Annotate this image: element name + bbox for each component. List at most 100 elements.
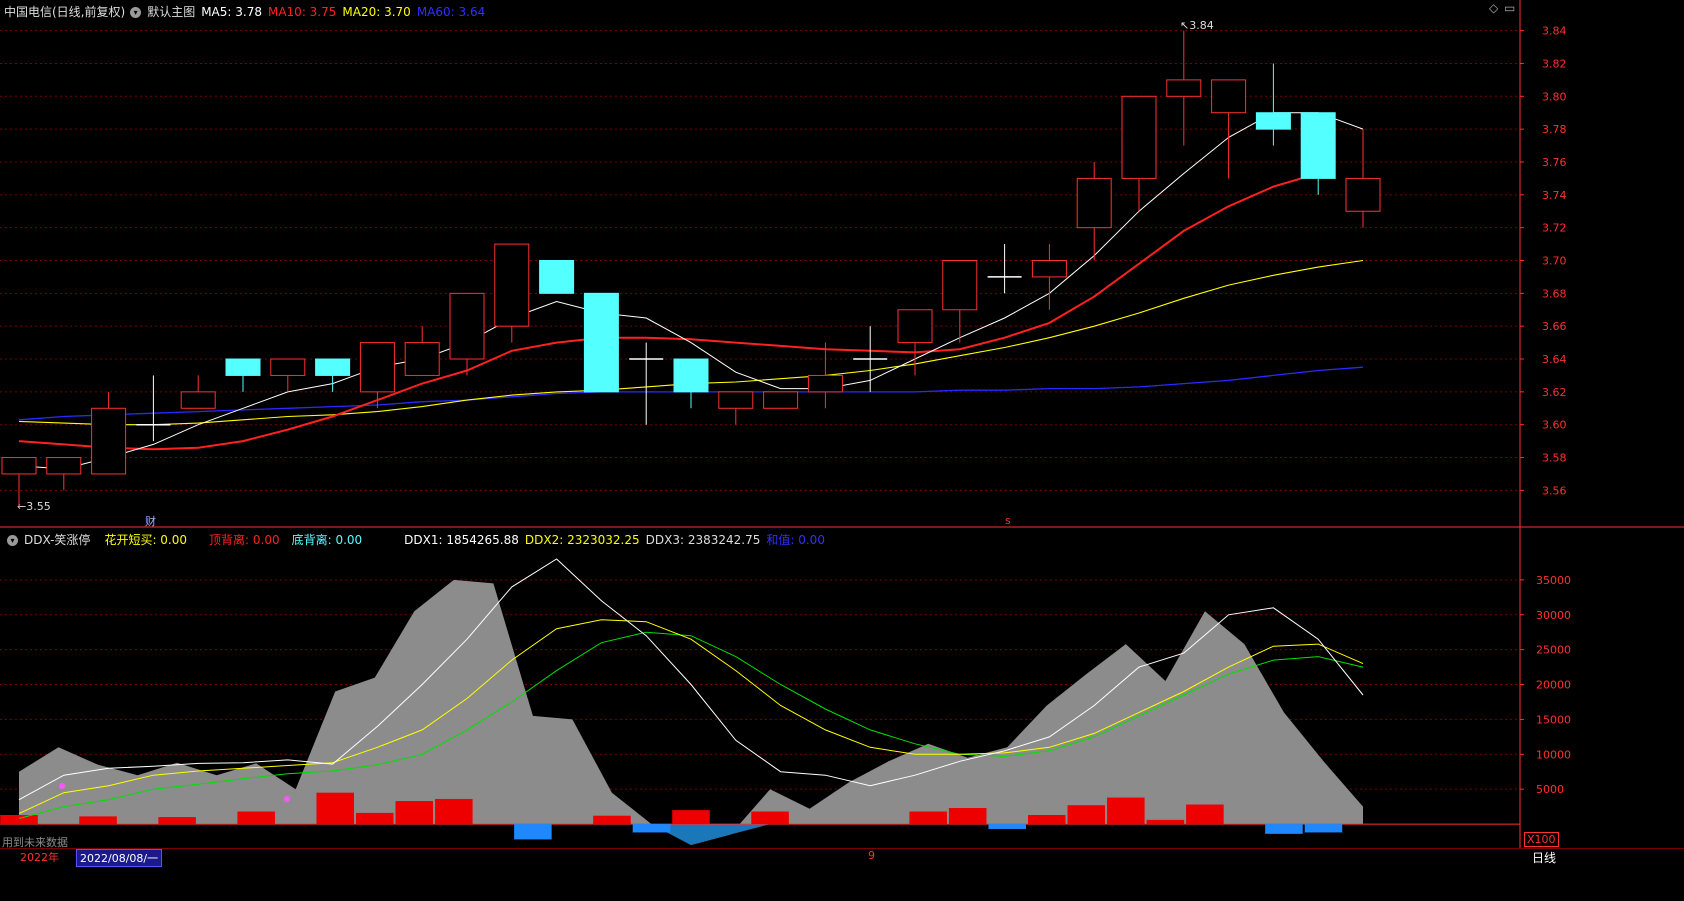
ddx-bar: [672, 810, 710, 825]
candle-body: [1211, 79, 1247, 114]
candle-body: [1076, 177, 1112, 229]
candle-body: [315, 358, 351, 376]
ddx-bar: [355, 812, 394, 825]
panel-name[interactable]: 默认主图: [147, 5, 196, 19]
candle-body: [1121, 95, 1157, 179]
footer-date[interactable]: 2022/08/08/一: [76, 849, 163, 867]
ma20-label: MA20: 3.70: [342, 5, 411, 19]
maximize-icon[interactable]: ▭: [1504, 1, 1516, 15]
ddx-tick-label: 20000: [1536, 679, 1571, 692]
ddx-tick-label: 10000: [1536, 748, 1571, 761]
sum-label: 和值: 0.00: [766, 533, 825, 547]
candle-body: [1300, 112, 1336, 179]
scale-label: X100: [1524, 832, 1559, 847]
candle-body: [225, 358, 261, 376]
ddx-bar: [158, 817, 196, 825]
price-tick-label: 3.60: [1542, 419, 1567, 432]
ddx-negative-area: [730, 824, 771, 835]
candle-body: [270, 358, 306, 376]
dropdown-icon[interactable]: ▾: [130, 7, 142, 18]
price-tick-label: 3.56: [1542, 484, 1567, 497]
ddx-bar: [632, 824, 671, 833]
ddx-tick-label: 30000: [1536, 609, 1571, 622]
candle-body: [1031, 260, 1067, 278]
ddx-bar: [237, 811, 275, 825]
candle-body: [1345, 177, 1381, 212]
price-tick-label: 3.78: [1542, 123, 1567, 136]
settings-diamond-icon[interactable]: ◇: [1489, 1, 1499, 15]
main-chart-header: 中国电信(日线,前复权) ▾ 默认主图 MA5: 3.78 MA10: 3.75 MA20…: [4, 3, 491, 20]
indicator-dropdown-icon[interactable]: ▾: [7, 535, 18, 546]
price-tick-label: 3.74: [1542, 189, 1567, 202]
time-axis-bar: [0, 848, 1684, 863]
price-tick-label: 3.82: [1542, 57, 1567, 70]
ddx-bar: [1265, 824, 1303, 834]
ddx-bar: [1027, 815, 1066, 825]
signal-dot: [59, 783, 65, 789]
price-tick-label: 3.58: [1542, 452, 1567, 465]
future-data-warning: 用到未来数据: [2, 836, 68, 849]
ddx-bar: [751, 811, 789, 825]
price-tick-label: 3.72: [1542, 222, 1567, 235]
ddx-negative-area: [651, 824, 691, 845]
ddx2-line: [18, 619, 1364, 815]
price-tick-label: 3.76: [1542, 156, 1567, 169]
hk-label: 花开短买: 0.00: [104, 533, 188, 547]
bottom-div-label: 底背离: 0.00: [291, 533, 363, 547]
indicator-header: ▾ DDX-笑涨停 花开短买: 0.00 顶背离: 0.00 底背离: 0.00 DDX1…: [4, 531, 831, 548]
indicator-name[interactable]: DDX-笑涨停: [24, 533, 91, 547]
ddx1-label: DDX1: 1854265.88: [404, 533, 519, 547]
ddx-bar: [79, 816, 117, 825]
ddx3-line: [18, 631, 1364, 819]
ddx-bar: [909, 811, 947, 825]
ddx3-label: DDX3: 2383242.75: [645, 533, 761, 547]
ddx-bar: [948, 808, 987, 825]
candle-body: [404, 342, 440, 376]
candle-body: [1255, 112, 1291, 130]
candle-body: [942, 260, 978, 311]
candle-body: [539, 260, 575, 294]
candle-body: [897, 309, 933, 344]
ddx-bar: [1067, 805, 1106, 825]
candle-body: [673, 358, 709, 393]
candle-body: [180, 391, 216, 409]
footer-month-mark: 9: [868, 849, 875, 862]
candle-body: [763, 391, 799, 409]
candle-body: [91, 407, 127, 475]
stock-title[interactable]: 中国电信(日线,前复权): [4, 5, 126, 19]
candle-body: [46, 457, 82, 475]
signal-dot: [284, 796, 290, 802]
price-tick-label: 3.68: [1542, 287, 1567, 300]
ddx-tick-label: 5000: [1536, 783, 1564, 796]
ddx-bar: [395, 801, 434, 825]
candle-body: [359, 342, 395, 393]
ddx-bar: [1146, 819, 1185, 825]
candle-body: [718, 391, 754, 409]
event-badge[interactable]: s: [1005, 514, 1011, 527]
finance-badge[interactable]: 财: [145, 515, 156, 528]
ma5-line: [18, 112, 1364, 470]
ddx2-label: DDX2: 2323032.25: [524, 533, 640, 547]
ma10-label: MA10: 3.75: [267, 5, 337, 19]
ddx-bar: [988, 824, 1027, 829]
ddx-tick-label: 15000: [1536, 713, 1571, 726]
ddx-negative-area: [691, 824, 731, 845]
ddx1-line: [18, 558, 1364, 801]
candle-body: [1, 457, 37, 475]
ddx-bar: [593, 815, 631, 825]
ma60-label: MA60: 3.64: [416, 5, 486, 19]
price-tick-label: 3.64: [1542, 353, 1567, 366]
candle-body: [449, 292, 485, 360]
ddx-bar: [1186, 804, 1224, 825]
candle-body: [494, 243, 530, 327]
low-marker: ←3.55: [17, 500, 51, 513]
ma5-label: MA5: 3.78: [201, 5, 262, 19]
ddx-bar: [0, 815, 38, 825]
ddx-bar: [435, 798, 473, 825]
period-button[interactable]: 日线: [1532, 851, 1557, 865]
footer-year: 2022年: [20, 851, 59, 864]
price-tick-label: 3.84: [1542, 25, 1567, 38]
top-div-label: 顶背离: 0.00: [209, 533, 280, 547]
